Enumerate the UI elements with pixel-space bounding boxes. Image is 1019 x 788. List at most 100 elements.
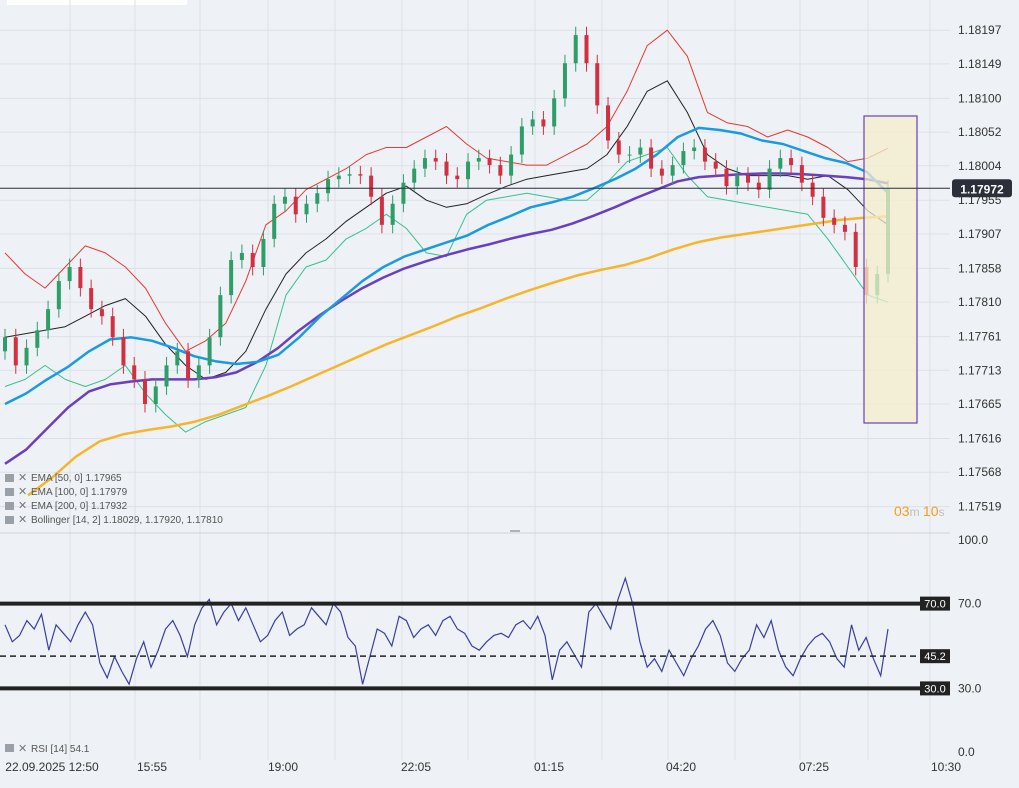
indicator-settings-icon[interactable] xyxy=(5,502,14,510)
y-tick-label: 1.17568 xyxy=(958,465,1002,479)
candles xyxy=(3,26,890,413)
toolbar-strip xyxy=(7,0,187,5)
candle-body xyxy=(110,316,115,338)
rsi-y-tick-label: 70.0 xyxy=(958,597,982,611)
candle-body xyxy=(713,161,718,169)
indicator-remove-icon[interactable]: ✕ xyxy=(18,500,27,512)
candle-body xyxy=(789,158,794,166)
indicator-remove-icon[interactable]: ✕ xyxy=(18,514,27,526)
candle-body xyxy=(315,193,320,204)
candle-body xyxy=(78,267,83,289)
y-tick-label: 1.18004 xyxy=(958,159,1002,173)
y-tick-label: 1.17713 xyxy=(958,363,1002,377)
candle-body xyxy=(175,351,180,366)
candle-body xyxy=(724,168,729,187)
candle-body xyxy=(24,347,29,366)
bollinger-lower-line xyxy=(4,147,889,433)
y-tick-label: 1.17907 xyxy=(958,227,1002,241)
candle-body xyxy=(778,158,783,169)
candle-body xyxy=(498,165,503,176)
y-tick-label: 1.17519 xyxy=(958,500,1002,514)
candle-body xyxy=(595,63,600,106)
highlight-box[interactable] xyxy=(863,115,918,424)
candle-body xyxy=(853,231,858,267)
candle-body xyxy=(3,337,7,352)
candle-body xyxy=(422,158,427,169)
candle-body xyxy=(336,175,341,180)
candle-body xyxy=(412,168,417,183)
indicator-remove-icon[interactable]: ✕ xyxy=(18,472,27,484)
candle-body xyxy=(842,224,847,232)
candle-body xyxy=(659,168,664,176)
candle-body xyxy=(99,309,104,317)
y-tick-label: 1.17616 xyxy=(958,431,1002,445)
candle-body xyxy=(89,288,94,310)
candle-body xyxy=(142,379,147,405)
candle-body xyxy=(207,337,212,366)
candle-body xyxy=(121,337,126,366)
candle-body xyxy=(56,281,61,310)
candle-body xyxy=(153,386,158,405)
rsi-line xyxy=(4,576,889,686)
ema50-line xyxy=(4,126,889,406)
countdown-s: s xyxy=(939,505,945,519)
current-price-label: 1.17972 xyxy=(960,182,1004,196)
candle-body xyxy=(476,158,481,162)
candle-body xyxy=(756,182,761,190)
indicator-settings-icon[interactable] xyxy=(5,516,14,524)
candle-body xyxy=(293,196,298,215)
rsi-level-badge xyxy=(920,649,950,664)
candle-body xyxy=(196,365,201,380)
candle-body xyxy=(13,337,18,366)
candle-body xyxy=(541,119,546,127)
candle-body xyxy=(638,147,643,155)
countdown-m: m xyxy=(910,505,923,519)
rsi-legend-label: RSI [14] 54.1 xyxy=(31,744,90,755)
candle-body xyxy=(487,158,492,166)
candle-body xyxy=(810,182,815,197)
current-price-badge xyxy=(952,179,1012,198)
x-tick-label: 01:15 xyxy=(534,760,564,774)
y-axis-main: 1.18197 1.18149 1.18100 1.18052 1.18004 1.179… xyxy=(0,23,1002,514)
x-tick-label: 22.09.2025 12:50 xyxy=(5,760,99,774)
candle-body xyxy=(282,196,287,204)
y-tick-label: 1.18149 xyxy=(958,57,1002,71)
rsi-y-tick-label: 100.0 xyxy=(958,533,988,547)
pane-resize-handle[interactable] xyxy=(510,530,520,532)
rsi-remove-icon[interactable]: ✕ xyxy=(18,743,27,755)
candle-body xyxy=(573,35,578,64)
candle-body xyxy=(552,98,557,127)
indicator-settings-icon[interactable] xyxy=(5,488,14,496)
candle-body xyxy=(746,175,751,183)
candle-body xyxy=(616,140,621,155)
candle-body xyxy=(466,161,471,180)
rsi-pane: 100.0 70.0 30.0 0.0 70.0 45.2 30.0 ✕ RSI [14] 54… xyxy=(0,533,988,759)
rsi-level-label: 70.0 xyxy=(924,599,945,611)
candle-body xyxy=(821,196,826,218)
indicator-remove-icon[interactable]: ✕ xyxy=(18,486,27,498)
x-tick-label: 19:00 xyxy=(268,760,298,774)
candle-body xyxy=(735,175,740,187)
candle-body xyxy=(46,309,51,331)
x-tick-label: 15:55 xyxy=(137,760,167,774)
candle-body xyxy=(67,267,72,282)
rsi-level-badge xyxy=(920,596,950,611)
indicator-label: Bollinger [14, 2] 1.18029, 1.17920, 1.17… xyxy=(31,515,223,526)
candle-body xyxy=(692,147,697,152)
candle-body xyxy=(832,217,837,225)
rsi-level-label: 30.0 xyxy=(924,683,945,695)
candle-body xyxy=(239,252,244,260)
candle-body xyxy=(272,203,277,239)
indicator-legend: ✕ EMA [50, 0] 1.17965 ✕ EMA [100, 0] 1.1797… xyxy=(5,472,223,526)
candle-body xyxy=(401,182,406,204)
candle-body xyxy=(358,174,363,176)
indicator-label: EMA [200, 0] 1.17932 xyxy=(31,501,128,512)
rsi-settings-icon[interactable] xyxy=(5,744,14,752)
bollinger-upper-line xyxy=(4,29,889,352)
y-tick-label: 1.18052 xyxy=(958,125,1002,139)
indicator-settings-icon[interactable] xyxy=(5,474,14,482)
candle-body xyxy=(132,365,137,380)
rsi-y-tick-label: 30.0 xyxy=(958,681,982,695)
